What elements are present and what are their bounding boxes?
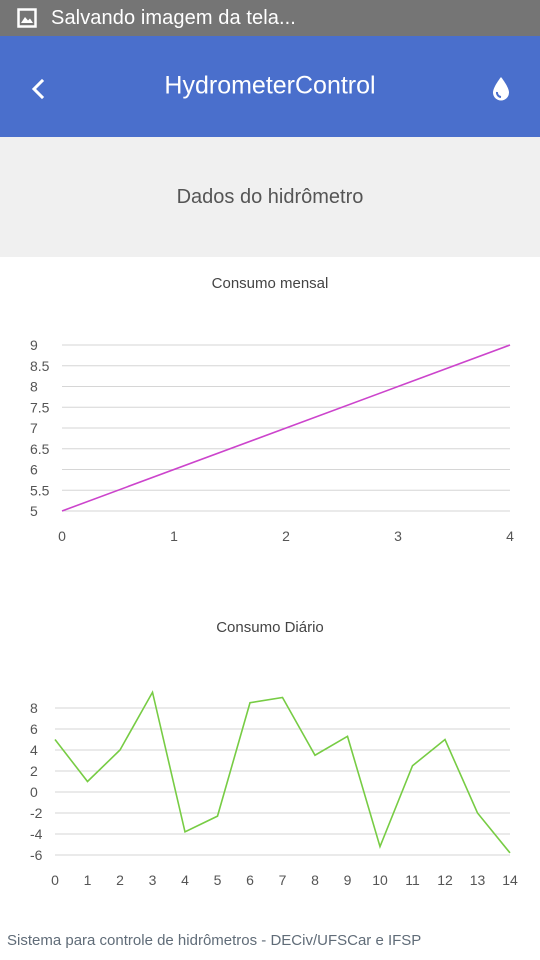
y-tick-label: 2 <box>30 763 38 779</box>
status-bar: Salvando imagem da tela... <box>0 0 540 36</box>
x-tick-label: 7 <box>279 872 287 888</box>
y-tick-label: 0 <box>30 784 38 800</box>
image-icon <box>17 8 37 28</box>
y-tick-label: 8 <box>30 379 38 395</box>
series-line <box>54 690 511 854</box>
y-tick-label: 9 <box>30 337 38 353</box>
x-tick-label: 6 <box>246 872 254 888</box>
x-tick-label: 11 <box>405 872 420 888</box>
app-bar: HydrometerControl <box>0 36 540 137</box>
x-tick-label: 3 <box>394 528 402 544</box>
y-tick-label: -6 <box>30 847 43 863</box>
y-tick-label: 5.5 <box>30 482 50 498</box>
x-tick-label: 3 <box>149 872 157 888</box>
monthly-chart-svg: 5 5.5 6 6.5 7 7.5 8 8.5 9 0 1 2 3 4 <box>30 337 514 544</box>
monthly-consumption-chart: Consumo mensal 5 5.5 6 6.5 7 7.5 8 8.5 9 0 1 2 3 4 <box>0 257 540 587</box>
x-tick-label: 0 <box>58 528 66 544</box>
chevron-left-icon <box>31 78 45 100</box>
y-tick-label: 6.5 <box>30 441 50 457</box>
y-tick-label: 7 <box>30 420 38 436</box>
y-tick-label: 6 <box>30 721 38 737</box>
section-title: Dados do hidrômetro <box>176 185 364 208</box>
x-tick-label: 1 <box>170 528 178 544</box>
x-tick-label: 14 <box>502 872 518 888</box>
daily-consumption-chart: Consumo Diário -6 -4 -2 0 2 4 6 8 0 1 2 3 4 5 6 7 8 9 10 11… <box>0 600 540 900</box>
x-tick-label: 5 <box>214 872 222 888</box>
x-tick-label: 2 <box>282 528 290 544</box>
status-text: Salvando imagem da tela... <box>51 6 296 29</box>
y-tick-label: 8.5 <box>30 358 50 374</box>
y-tick-label: 6 <box>30 462 38 478</box>
x-tick-label: 2 <box>116 872 124 888</box>
y-tick-label: -4 <box>30 826 43 842</box>
water-drop-button[interactable] <box>488 74 514 104</box>
y-tick-label: 7.5 <box>30 399 50 415</box>
series-line <box>61 344 511 512</box>
x-tick-label: 4 <box>181 872 189 888</box>
x-tick-label: 1 <box>84 872 92 888</box>
y-tick-label: 4 <box>30 742 38 758</box>
x-tick-label: 4 <box>506 528 514 544</box>
x-tick-label: 9 <box>344 872 352 888</box>
x-tick-label: 8 <box>311 872 319 888</box>
section-header: Dados do hidrômetro <box>0 137 540 257</box>
app-title: HydrometerControl <box>164 71 376 100</box>
back-button[interactable] <box>22 72 56 106</box>
x-tick-label: 12 <box>437 872 453 888</box>
y-tick-label: -2 <box>30 805 43 821</box>
chart-title: Consumo mensal <box>211 275 329 292</box>
x-tick-label: 10 <box>372 872 388 888</box>
chart-title: Consumo Diário <box>216 619 324 636</box>
y-tick-label: 8 <box>30 700 38 716</box>
y-tick-label: 5 <box>30 503 38 519</box>
footer-text: Sistema para controle de hidrômetros - D… <box>7 932 422 949</box>
x-tick-label: 13 <box>470 872 486 888</box>
x-tick-label: 0 <box>51 872 59 888</box>
